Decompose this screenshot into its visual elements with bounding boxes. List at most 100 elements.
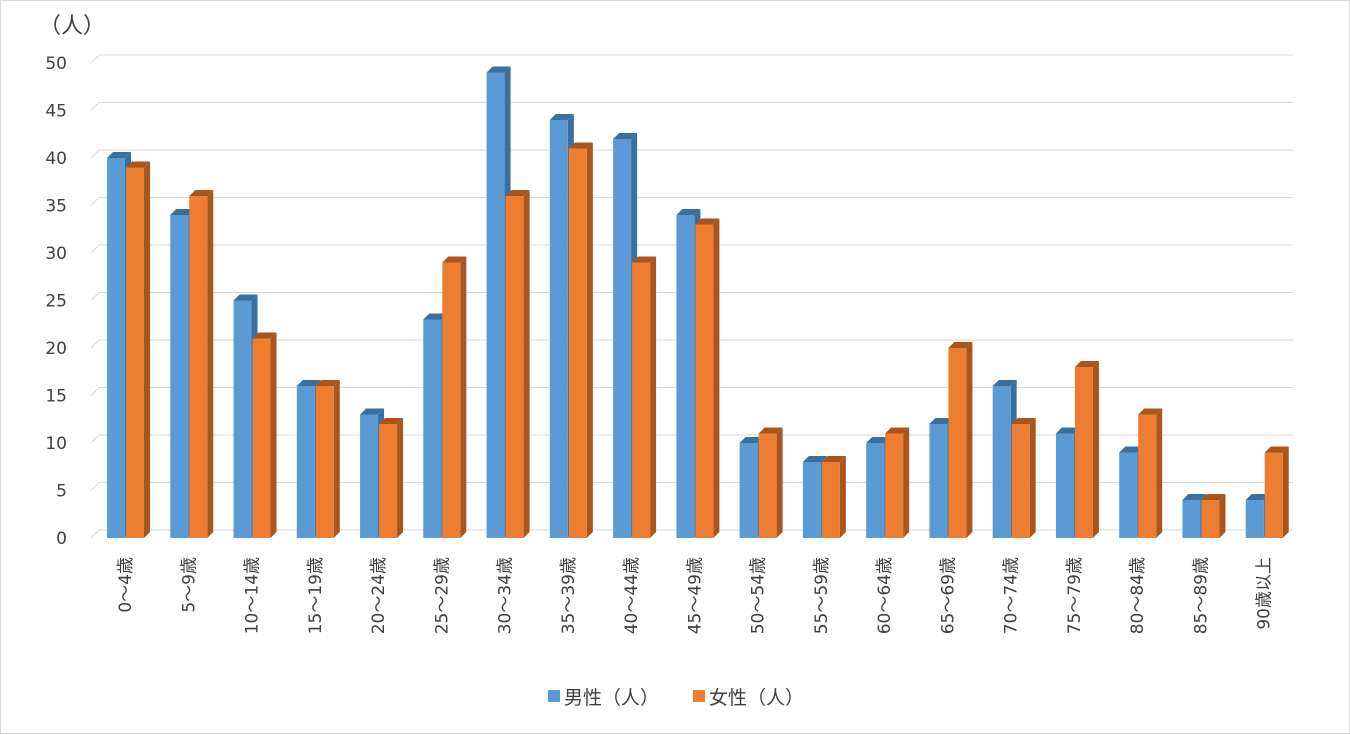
bar-top [695,218,720,225]
bar-side [270,332,277,538]
x-tick-label: 15～19歳 [306,557,326,634]
bar-front [505,196,524,538]
x-tick-labels: 0～4歳 5～9歳 10～14歳 15～19歳 20～24歳 25～29歳 30～34歳 35… [116,557,1275,634]
legend-swatch-male [547,690,560,702]
legend-swatch-female [693,690,705,702]
bar-front [1245,500,1264,538]
bar-side [903,427,910,538]
bar-front [929,424,948,538]
bar-top [739,437,764,443]
bar-top [613,133,638,139]
bar-front [170,215,189,538]
bar-side [1092,361,1099,538]
bar-female [189,190,214,538]
x-tick-label: 40～44歳 [622,557,642,634]
y-tick-label: 10 [45,434,67,454]
bar-front [1011,424,1030,538]
bar-female [442,256,467,538]
bar-side [523,190,530,538]
bar-top [233,294,258,301]
x-tick-label: 0～4歳 [116,557,136,613]
bar-female [632,256,657,538]
bar-top [296,380,321,386]
bar-top [1264,446,1289,453]
bar-top [252,332,277,339]
y-tick-label: 40 [45,149,67,169]
legend: 男性（人） 女性（人） [1,683,1350,709]
bar-front [1074,367,1093,538]
bar-top [948,342,973,348]
bar-front [442,262,461,538]
bar-front [252,338,271,538]
bar-side [1029,418,1036,538]
bar-top [379,418,404,424]
legend-item-female: 女性（人） [693,683,804,710]
y-tick-label: 15 [45,387,67,407]
x-tick-label: 90歳以上 [1255,557,1275,630]
bar-top [821,456,846,462]
bar-top [1055,427,1080,434]
bar-female [315,380,340,538]
gridline-diag [90,482,100,491]
bar-side [1282,446,1289,538]
bar-top [170,209,195,215]
bar-front [107,158,125,538]
gridline-diag [90,149,100,159]
bar-front [296,386,315,538]
y-tick-label: 45 [45,102,67,122]
gridline-diag [90,244,100,254]
gridline-diag [90,102,100,111]
bar-top [315,380,340,386]
bar-top [360,408,385,415]
bar-female [885,427,910,538]
bar-front [568,148,587,538]
y-tick-labels: 0 5 10 15 20 25 30 35 40 45 50 [45,54,67,549]
x-tick-label: 85～89歳 [1191,557,1211,634]
bar-female [1201,494,1226,538]
bar-top [802,456,827,462]
bar-top [442,256,467,263]
bar-front [866,443,885,538]
bar-top [1201,494,1226,500]
gridline-diag [90,339,100,349]
bar-top [1119,446,1144,453]
x-tick-label: 70～74歳 [1002,557,1022,634]
bar-front [1138,414,1157,538]
bar-top [885,427,910,434]
x-tick-label: 55～59歳 [812,557,832,634]
bar-front [695,224,714,538]
bar-front [1119,452,1138,538]
bar-front [486,72,505,538]
bar-female [1138,408,1163,538]
bar-front [758,433,777,538]
bar-top [107,152,131,158]
y-axis-label: （人） [39,14,105,39]
bar-top [189,190,214,196]
y-tick-label: 5 [56,482,67,502]
bar-top [568,142,593,149]
x-tick-label: 45～49歳 [685,557,705,634]
y-tick-label: 25 [45,292,67,312]
bar-female [1011,418,1036,538]
gridline-diag [90,54,100,64]
y-tick-label: 30 [45,244,67,264]
bar-top [676,209,701,215]
x-tick-label: 65～69歳 [938,557,958,634]
bar-front [885,433,904,538]
bar-front [802,462,821,538]
x-tick-label: 50～54歳 [749,557,769,634]
bar-top [1182,494,1207,500]
x-tick-label: 20～24歳 [369,557,389,634]
gridline-diag [90,529,100,539]
bar-female [379,418,404,538]
bar-front [189,196,208,538]
bar-side [839,456,846,538]
x-tick-label: 75～79歳 [1065,557,1085,634]
legend-label-male: 男性（人） [563,686,659,709]
bar-side [586,142,593,538]
x-tick-label: 25～29歳 [432,557,452,634]
bar-side [776,427,783,538]
bar-top [1011,418,1036,424]
